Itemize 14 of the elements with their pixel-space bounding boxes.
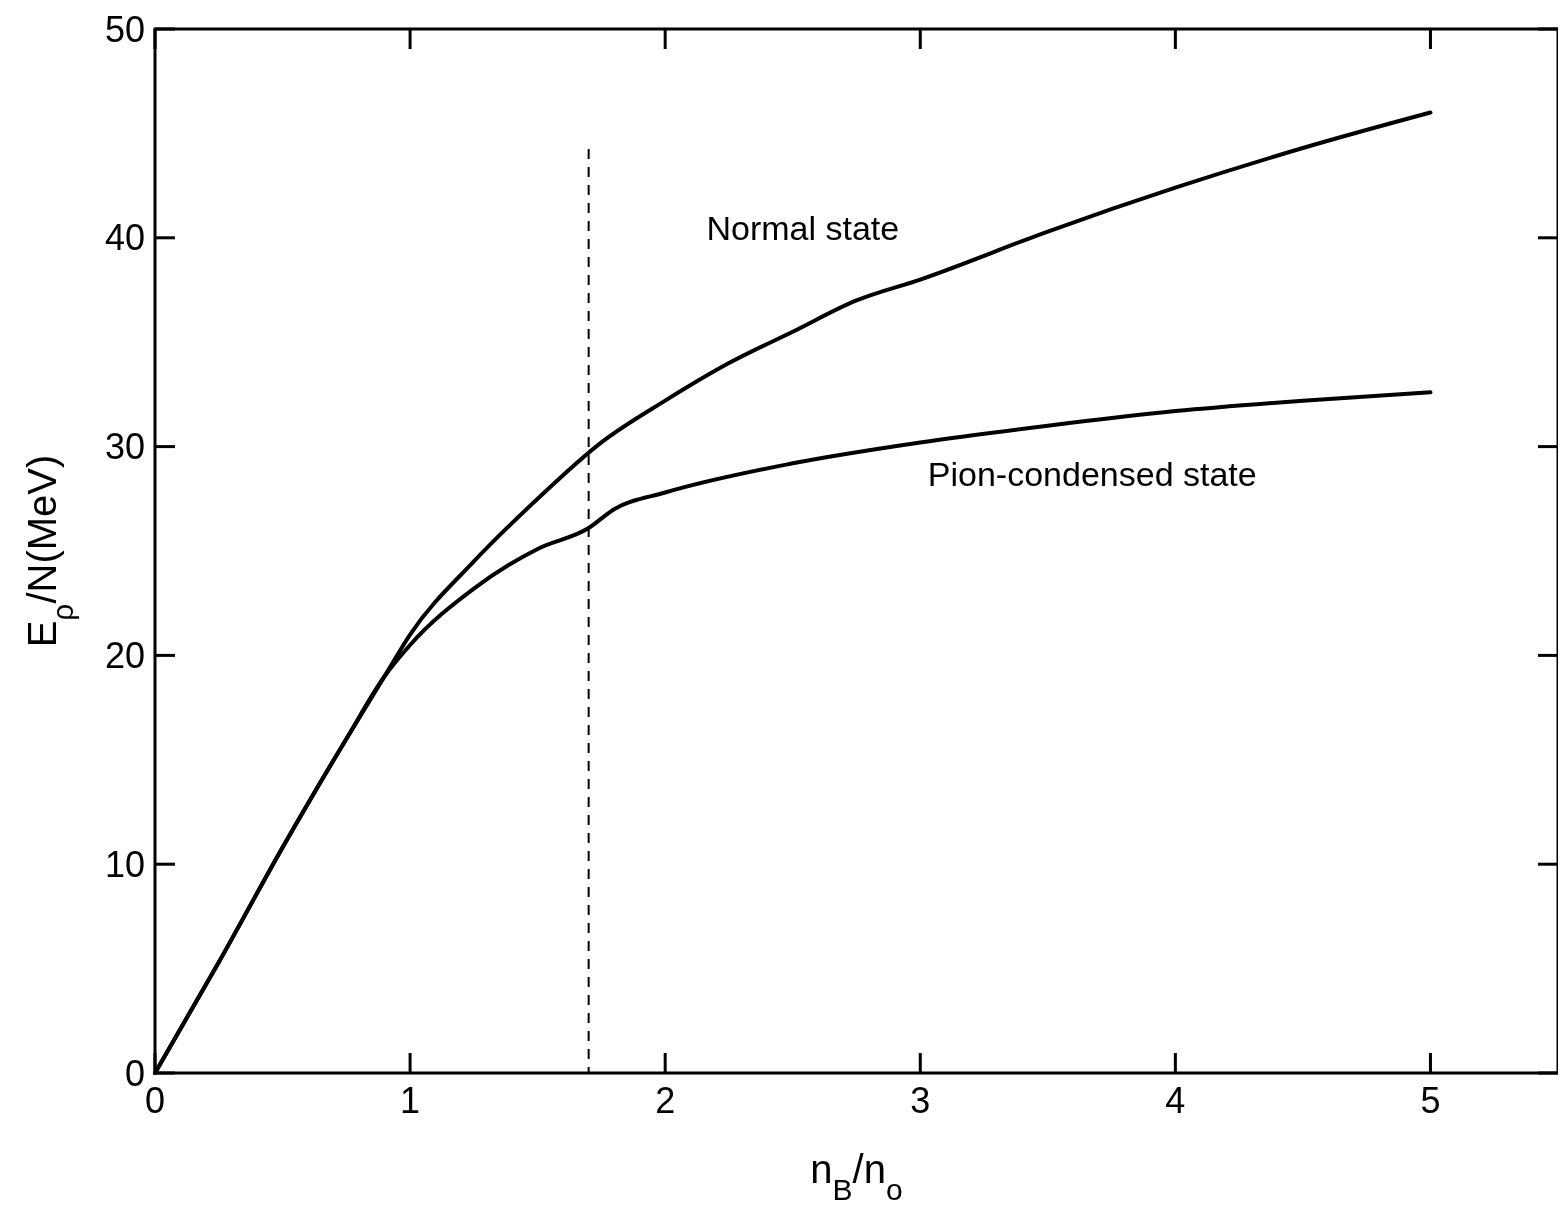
y-tick-label: 10	[104, 843, 145, 885]
x-tick-label: 3	[910, 1080, 931, 1121]
x-axis-title: n$_{B}$/n$_{o}$	[810, 1147, 903, 1206]
x-tick-label: 1	[400, 1080, 421, 1121]
x-tick-label: 4	[1165, 1080, 1186, 1121]
y-tick-label: 40	[104, 217, 145, 259]
y-tick-label: 20	[104, 635, 145, 676]
y-tick-label: 30	[104, 426, 145, 468]
y-tick-label: 50	[104, 8, 145, 50]
y-tick-label: 0	[124, 1052, 145, 1094]
series-label: Normal state	[706, 209, 900, 248]
x-tick-label: 5	[1420, 1080, 1441, 1121]
x-tick-label: 2	[655, 1080, 676, 1121]
series-label: Pion-condensed state	[927, 454, 1257, 493]
